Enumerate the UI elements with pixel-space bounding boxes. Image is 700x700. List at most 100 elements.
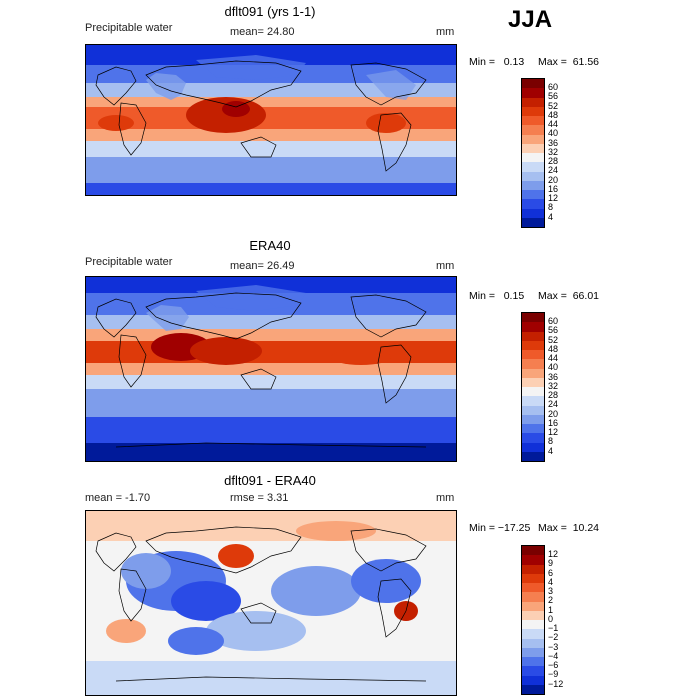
panel-3-colorbar	[521, 545, 545, 695]
colorbar-tick-label: 56	[548, 91, 559, 102]
colorbar-tick-label: 44	[548, 119, 559, 129]
colorbar-swatch	[522, 199, 544, 209]
panel-3-colorbar-labels: 12 9 6 4 3 2 1 0 −1 −2 −3 −4 −6 −9 −12	[548, 550, 578, 700]
colorbar-tick-label: 9	[548, 558, 554, 569]
colorbar-tick-label: 12	[548, 549, 559, 559]
panel-2-map	[85, 276, 457, 462]
colorbar-tick-label: 20	[548, 174, 559, 185]
colorbar-swatch	[522, 442, 544, 452]
colorbar-swatch	[522, 106, 544, 116]
panel-3-mean: mean = -1.70	[85, 492, 151, 504]
colorbar-swatch	[522, 340, 544, 350]
colorbar-swatch	[522, 414, 544, 424]
colorbar-tick-label: 36	[548, 137, 559, 148]
colorbar-tick-label: 16	[548, 417, 559, 428]
colorbar-swatch	[522, 405, 544, 415]
panel-1-units: mm	[436, 26, 455, 38]
panel-1-colorbar	[521, 78, 545, 228]
colorbar-tick-label: 12	[548, 427, 559, 437]
colorbar-tick-label: −6	[548, 660, 559, 670]
colorbar-swatch	[522, 322, 544, 332]
panel-3-min: Min = −17.25	[469, 522, 531, 534]
panel-3-map	[85, 510, 457, 696]
colorbar-swatch	[522, 359, 544, 369]
colorbar-tick-label: −9	[548, 669, 559, 680]
colorbar-tick-label: 6	[548, 567, 554, 578]
colorbar-swatch	[522, 433, 544, 443]
colorbar-swatch	[522, 79, 544, 89]
colorbar-swatch	[522, 666, 544, 676]
colorbar-swatch	[522, 675, 544, 685]
colorbar-tick-label: −4	[548, 650, 559, 661]
colorbar-tick-label: 56	[548, 325, 559, 336]
colorbar-swatch	[522, 88, 544, 98]
panel-1-min: Min = 0.13	[469, 56, 525, 68]
colorbar-tick-label: 4	[548, 576, 554, 587]
colorbar-swatch	[522, 629, 544, 639]
colorbar-tick-label: 52	[548, 100, 559, 111]
colorbar-swatch	[522, 162, 544, 172]
colorbar-tick-label: −3	[548, 641, 559, 652]
colorbar-swatch	[522, 610, 544, 620]
colorbar-swatch	[522, 601, 544, 611]
colorbar-swatch	[522, 180, 544, 190]
panel-3-units: mm	[436, 492, 455, 504]
colorbar-tick-label: 0	[548, 613, 554, 624]
panel-2-variable: Precipitable water	[85, 256, 173, 268]
colorbar-swatch	[522, 387, 544, 397]
season-label: JJA	[508, 6, 553, 33]
panel-2-mean: mean= 26.49	[230, 260, 295, 272]
colorbar-tick-label: 40	[548, 128, 559, 139]
colorbar-swatch	[522, 377, 544, 387]
colorbar-swatch	[522, 620, 544, 630]
colorbar-tick-label: 1	[548, 604, 554, 615]
colorbar-tick-label: 4	[548, 445, 554, 456]
panel-2-colorbar	[521, 312, 545, 462]
colorbar-swatch	[522, 684, 544, 694]
colorbar-swatch	[522, 573, 544, 583]
colorbar-tick-label: 60	[548, 82, 559, 92]
panel-2-min: Min = 0.15	[469, 290, 525, 302]
colorbar-swatch	[522, 143, 544, 153]
panel-1-max: Max = 61.56	[538, 56, 599, 68]
colorbar-swatch	[522, 564, 544, 574]
colorbar-swatch	[522, 647, 544, 657]
colorbar-swatch	[522, 313, 544, 323]
panel-1-variable: Precipitable water	[85, 22, 173, 34]
colorbar-swatch	[522, 171, 544, 181]
colorbar-tick-label: 8	[548, 436, 554, 447]
panel-3-rmse: rmse = 3.31	[230, 492, 289, 504]
panel-1-title: dflt091 (yrs 1-1)	[224, 4, 316, 19]
colorbar-swatch	[522, 555, 544, 565]
colorbar-tick-label: 24	[548, 165, 559, 176]
colorbar-tick-label: 24	[548, 399, 559, 410]
colorbar-tick-label: 28	[548, 390, 559, 400]
colorbar-swatch	[522, 396, 544, 406]
colorbar-tick-label: 20	[548, 408, 559, 419]
colorbar-tick-label: 48	[548, 343, 559, 354]
colorbar-tick-label: 12	[548, 193, 559, 203]
colorbar-swatch	[522, 125, 544, 135]
colorbar-tick-label: −2	[548, 632, 559, 643]
colorbar-tick-label: 32	[548, 146, 559, 157]
panel-2-map-svg	[86, 277, 456, 461]
panel-2-colorbar-labels: 60 56 52 48 44 40 36 32 28 24 20 16 12 8 4	[548, 317, 578, 467]
colorbar-tick-label: 52	[548, 334, 559, 345]
colorbar-swatch	[522, 657, 544, 667]
colorbar-tick-label: 44	[548, 353, 559, 363]
colorbar-swatch	[522, 583, 544, 593]
colorbar-tick-label: 8	[548, 202, 554, 213]
colorbar-tick-label: 32	[548, 380, 559, 391]
panel-1-map	[85, 44, 457, 196]
colorbar-swatch	[522, 208, 544, 218]
panel-1-mean: mean= 24.80	[230, 26, 295, 38]
colorbar-tick-label: −1	[548, 623, 559, 633]
colorbar-swatch	[522, 638, 544, 648]
panel-3-max: Max = 10.24	[538, 522, 599, 534]
colorbar-tick-label: 3	[548, 586, 554, 596]
colorbar-tick-label: 60	[548, 316, 559, 326]
colorbar-swatch	[522, 190, 544, 200]
colorbar-swatch	[522, 331, 544, 341]
colorbar-tick-label: 16	[548, 183, 559, 194]
colorbar-swatch	[522, 424, 544, 434]
